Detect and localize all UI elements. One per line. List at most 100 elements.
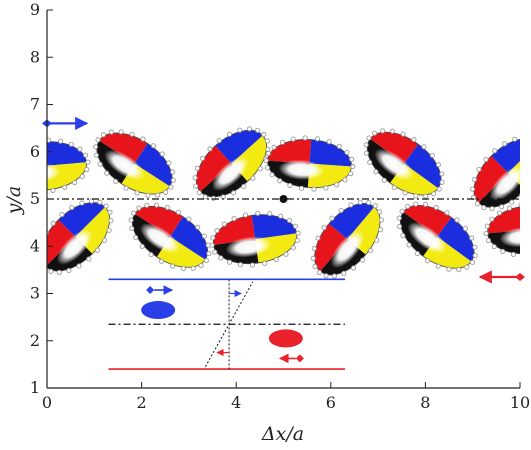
boundary-bead <box>439 179 445 185</box>
boundary-bead <box>62 184 68 191</box>
boundary-bead <box>192 175 198 181</box>
particle <box>121 193 219 280</box>
boundary-bead <box>439 171 445 177</box>
boundary-bead <box>405 203 411 210</box>
boundary-bead <box>148 252 154 258</box>
boundary-bead <box>367 159 373 165</box>
boundary-bead <box>95 137 101 143</box>
particle <box>461 126 520 220</box>
boundary-bead <box>329 215 335 221</box>
boundary-bead <box>237 127 243 133</box>
boundary-bead <box>212 249 218 255</box>
boundary-bead <box>154 202 160 208</box>
boundary-bead <box>79 200 85 206</box>
boundary-bead <box>348 202 354 208</box>
boundary-bead <box>396 223 403 229</box>
boundary-bead <box>496 210 502 216</box>
boundary-bead <box>389 128 395 134</box>
boundary-bead <box>261 131 267 138</box>
boundary-bead <box>350 164 356 170</box>
boundary-bead <box>378 217 384 223</box>
boundary-bead <box>108 129 114 135</box>
boundary-bead <box>435 162 442 168</box>
x-tick-label: 6 <box>326 393 336 412</box>
boundary-bead <box>108 218 114 224</box>
boundary-bead <box>469 235 475 241</box>
boundary-bead <box>48 268 54 274</box>
lower-wall-diamond <box>515 272 525 281</box>
boundary-bead <box>5 153 10 158</box>
boundary-bead <box>489 216 495 222</box>
boundary-bead <box>283 251 289 257</box>
boundary-bead <box>104 170 110 176</box>
particle-quadrant <box>404 144 453 189</box>
boundary-bead <box>118 129 124 135</box>
y-tick-label: 3 <box>30 284 40 303</box>
boundary-bead <box>93 144 99 150</box>
boundary-bead <box>273 257 279 263</box>
boundary-bead <box>210 235 216 241</box>
particle-quadrant <box>169 216 219 260</box>
boundary-bead <box>485 237 492 244</box>
boundary-bead <box>342 177 348 183</box>
boundary-bead <box>423 193 429 199</box>
boundary-bead <box>226 131 232 137</box>
boundary-bead <box>506 205 512 211</box>
boundary-bead <box>406 242 412 248</box>
boundary-bead <box>22 142 27 147</box>
boundary-bead <box>400 131 406 137</box>
boundary-bead <box>481 205 487 211</box>
boundary-bead <box>295 230 301 236</box>
boundary-bead <box>84 166 90 172</box>
boundary-bead <box>413 201 419 207</box>
boundary-bead <box>474 201 480 207</box>
boundary-bead <box>102 237 108 243</box>
boundary-bead <box>136 205 142 211</box>
boundary-bead <box>123 185 129 191</box>
boundary-bead <box>158 258 164 264</box>
boundary-bead <box>100 132 106 138</box>
boundary-bead <box>237 262 244 268</box>
boundary-bead <box>489 206 495 212</box>
boundary-bead <box>129 131 135 137</box>
boundary-bead <box>139 243 145 249</box>
boundary-bead <box>433 204 439 210</box>
particle <box>389 192 486 281</box>
particle <box>184 117 279 210</box>
boundary-bead <box>194 165 200 171</box>
boundary-bead <box>79 173 85 180</box>
boundary-bead <box>97 161 103 167</box>
boundary-bead <box>321 225 327 231</box>
y-tick-label: 9 <box>30 0 40 19</box>
boundary-bead <box>257 166 263 172</box>
boundary-bead <box>462 226 469 232</box>
boundary-bead <box>128 217 134 223</box>
particle-highlight <box>278 159 325 180</box>
boundary-bead <box>129 225 135 231</box>
boundary-bead <box>523 253 528 258</box>
boundary-bead <box>290 245 296 251</box>
boundary-bead <box>363 150 369 156</box>
boundary-bead <box>265 150 271 157</box>
particle-highlight <box>330 230 365 269</box>
boundary-bead <box>334 182 340 188</box>
boundary-bead <box>431 191 437 197</box>
boundary-bead <box>286 217 292 223</box>
inset-red-particle <box>268 329 303 348</box>
boundary-bead <box>294 237 301 244</box>
boundary-bead <box>279 139 285 145</box>
particle-quadrant <box>134 143 183 187</box>
x-tick-label: 10 <box>510 393 530 412</box>
particle-quadrant <box>437 217 486 262</box>
boundary-bead <box>140 136 146 142</box>
boundary-bead <box>470 186 476 192</box>
boundary-bead <box>180 265 186 272</box>
boundary-bead <box>66 268 72 274</box>
particle-quadrant <box>267 136 312 164</box>
boundary-bead <box>366 135 372 141</box>
boundary-bead <box>299 185 305 191</box>
boundary-bead <box>483 156 489 163</box>
boundary-bead <box>349 156 355 162</box>
boundary-bead <box>424 258 430 264</box>
